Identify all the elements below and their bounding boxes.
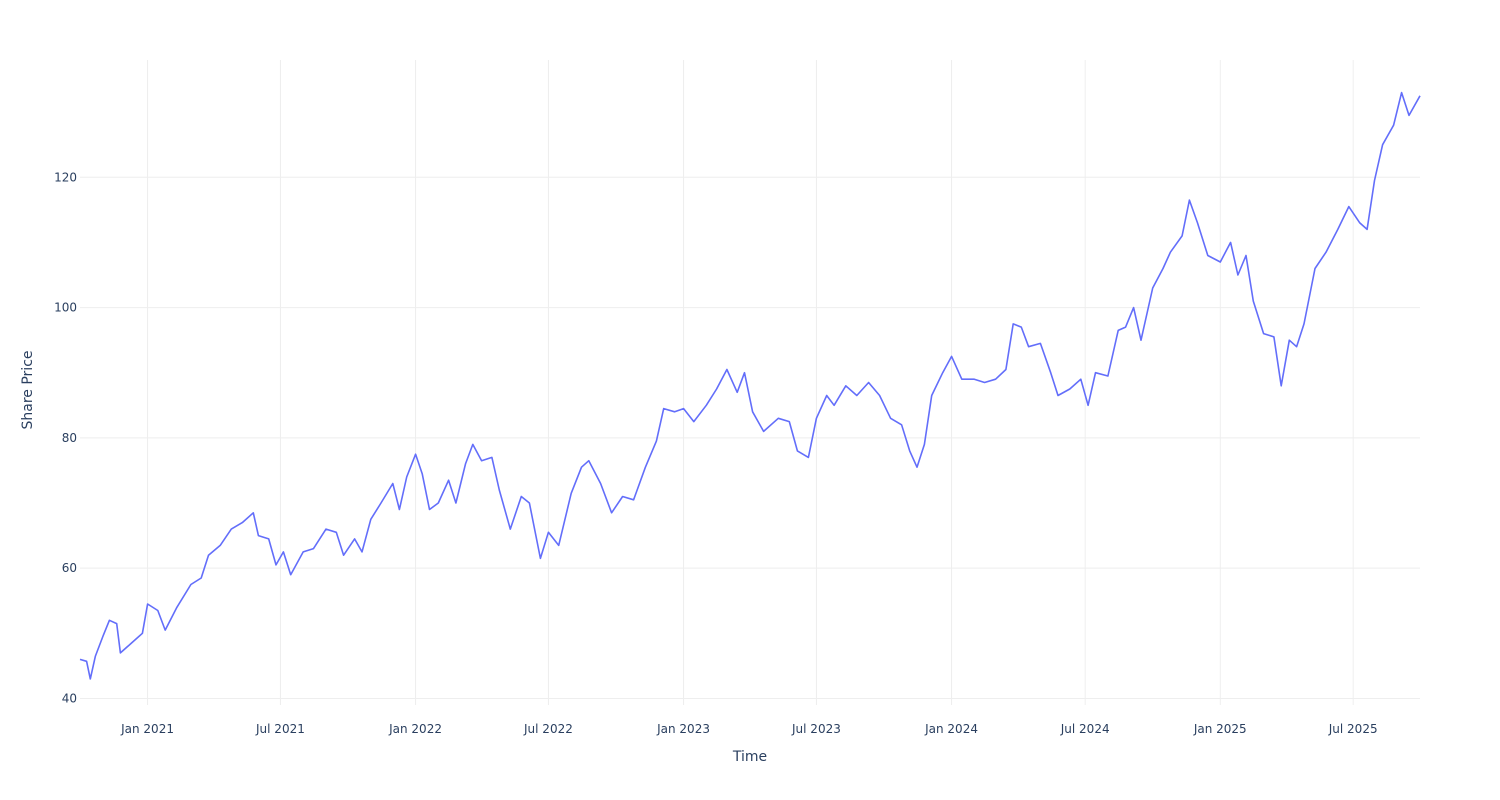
- y-tick-label: 100: [54, 301, 77, 315]
- x-tick-label: Jul 2022: [523, 722, 573, 736]
- x-axis-title: Time: [732, 749, 767, 765]
- x-tick-labels: Jan 2021 Jul 2021 Jan 2022 Jul 2022 Jan 2023…: [120, 722, 1377, 736]
- y-tick-label: 60: [62, 561, 77, 575]
- x-tick-label: Jul 2021: [255, 722, 305, 736]
- x-gridlines: [147, 60, 1354, 705]
- x-tick-label: Jul 2023: [791, 722, 841, 736]
- y-gridlines: [80, 176, 1420, 699]
- plot-area: [79, 91, 1421, 680]
- x-tick-label: Jul 2025: [1328, 722, 1378, 736]
- y-tick-label: 80: [62, 431, 77, 445]
- x-tick-label: Jan 2023: [656, 722, 710, 736]
- x-tick-label: Jan 2021: [120, 722, 174, 736]
- x-tick-label: Jan 2024: [924, 722, 978, 736]
- series-line: [79, 91, 1421, 680]
- y-tick-label: 120: [54, 170, 77, 184]
- y-axis-title: Share Price: [20, 350, 36, 429]
- x-tick-label: Jul 2024: [1060, 722, 1110, 736]
- x-tick-label: Jan 2022: [388, 722, 442, 736]
- y-tick-label: 40: [62, 691, 77, 705]
- y-tick-labels: 40 60 80 100 120: [54, 170, 77, 705]
- x-tick-label: Jan 2025: [1193, 722, 1247, 736]
